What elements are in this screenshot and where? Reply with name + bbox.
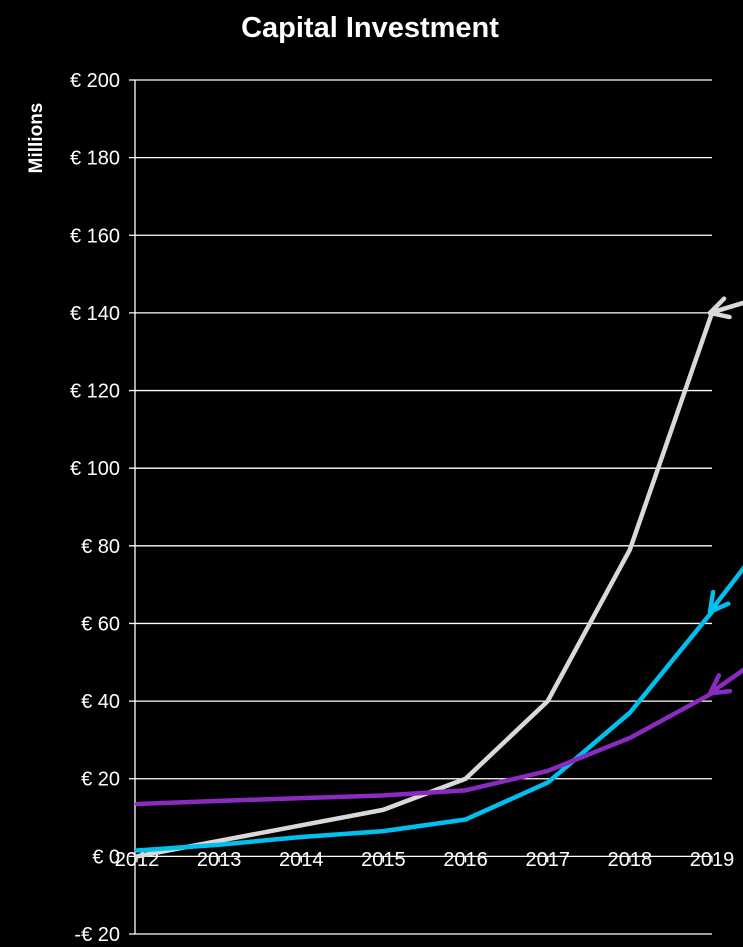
y-tick-label: -€ 20 (74, 924, 120, 946)
y-tick-label: € 200 (70, 70, 120, 92)
y-tick-label: € 180 (70, 148, 120, 170)
y-tick-label: € 0 (92, 846, 120, 868)
y-tick-label: € 140 (70, 303, 120, 325)
axes (134, 80, 713, 934)
x-tick-label: 2015 (361, 849, 406, 871)
y-tick-label: € 120 (70, 381, 120, 403)
series-arrow (707, 667, 743, 696)
y-tick-label: € 40 (81, 691, 120, 713)
series-line (134, 310, 715, 859)
y-tick-label: € 100 (70, 458, 120, 480)
chart-title: Capital Investment (241, 12, 499, 44)
grid-lines (129, 79, 712, 935)
series-line (134, 691, 715, 807)
y-tick-label: € 20 (81, 769, 120, 791)
series-arrows (707, 296, 743, 696)
y-axis-label: Millions (26, 103, 47, 174)
series-arrow (707, 296, 743, 320)
y-tick-label: € 160 (70, 225, 120, 247)
y-tick-label: € 60 (81, 613, 120, 635)
x-tick-label: 2017 (525, 849, 570, 871)
y-tick-labels: -€ 20 € 0 € 20 € 40 € 60 € 80 € 100 € 120 € 140 €… (70, 70, 120, 946)
x-tick-label: 2019 (690, 849, 735, 871)
series-lines (134, 310, 715, 859)
series-arrow (707, 565, 743, 615)
x-tick-labels: 2012 2013 2014 2015 2016 2017 2018 2019 (115, 849, 735, 871)
x-tick-label: 2018 (608, 849, 653, 871)
x-tick-label: 2016 (443, 849, 488, 871)
y-tick-label: € 80 (81, 536, 120, 558)
series-line (134, 609, 715, 853)
x-tick-label: 2014 (279, 849, 324, 871)
x-tick-label: 2013 (197, 849, 242, 871)
